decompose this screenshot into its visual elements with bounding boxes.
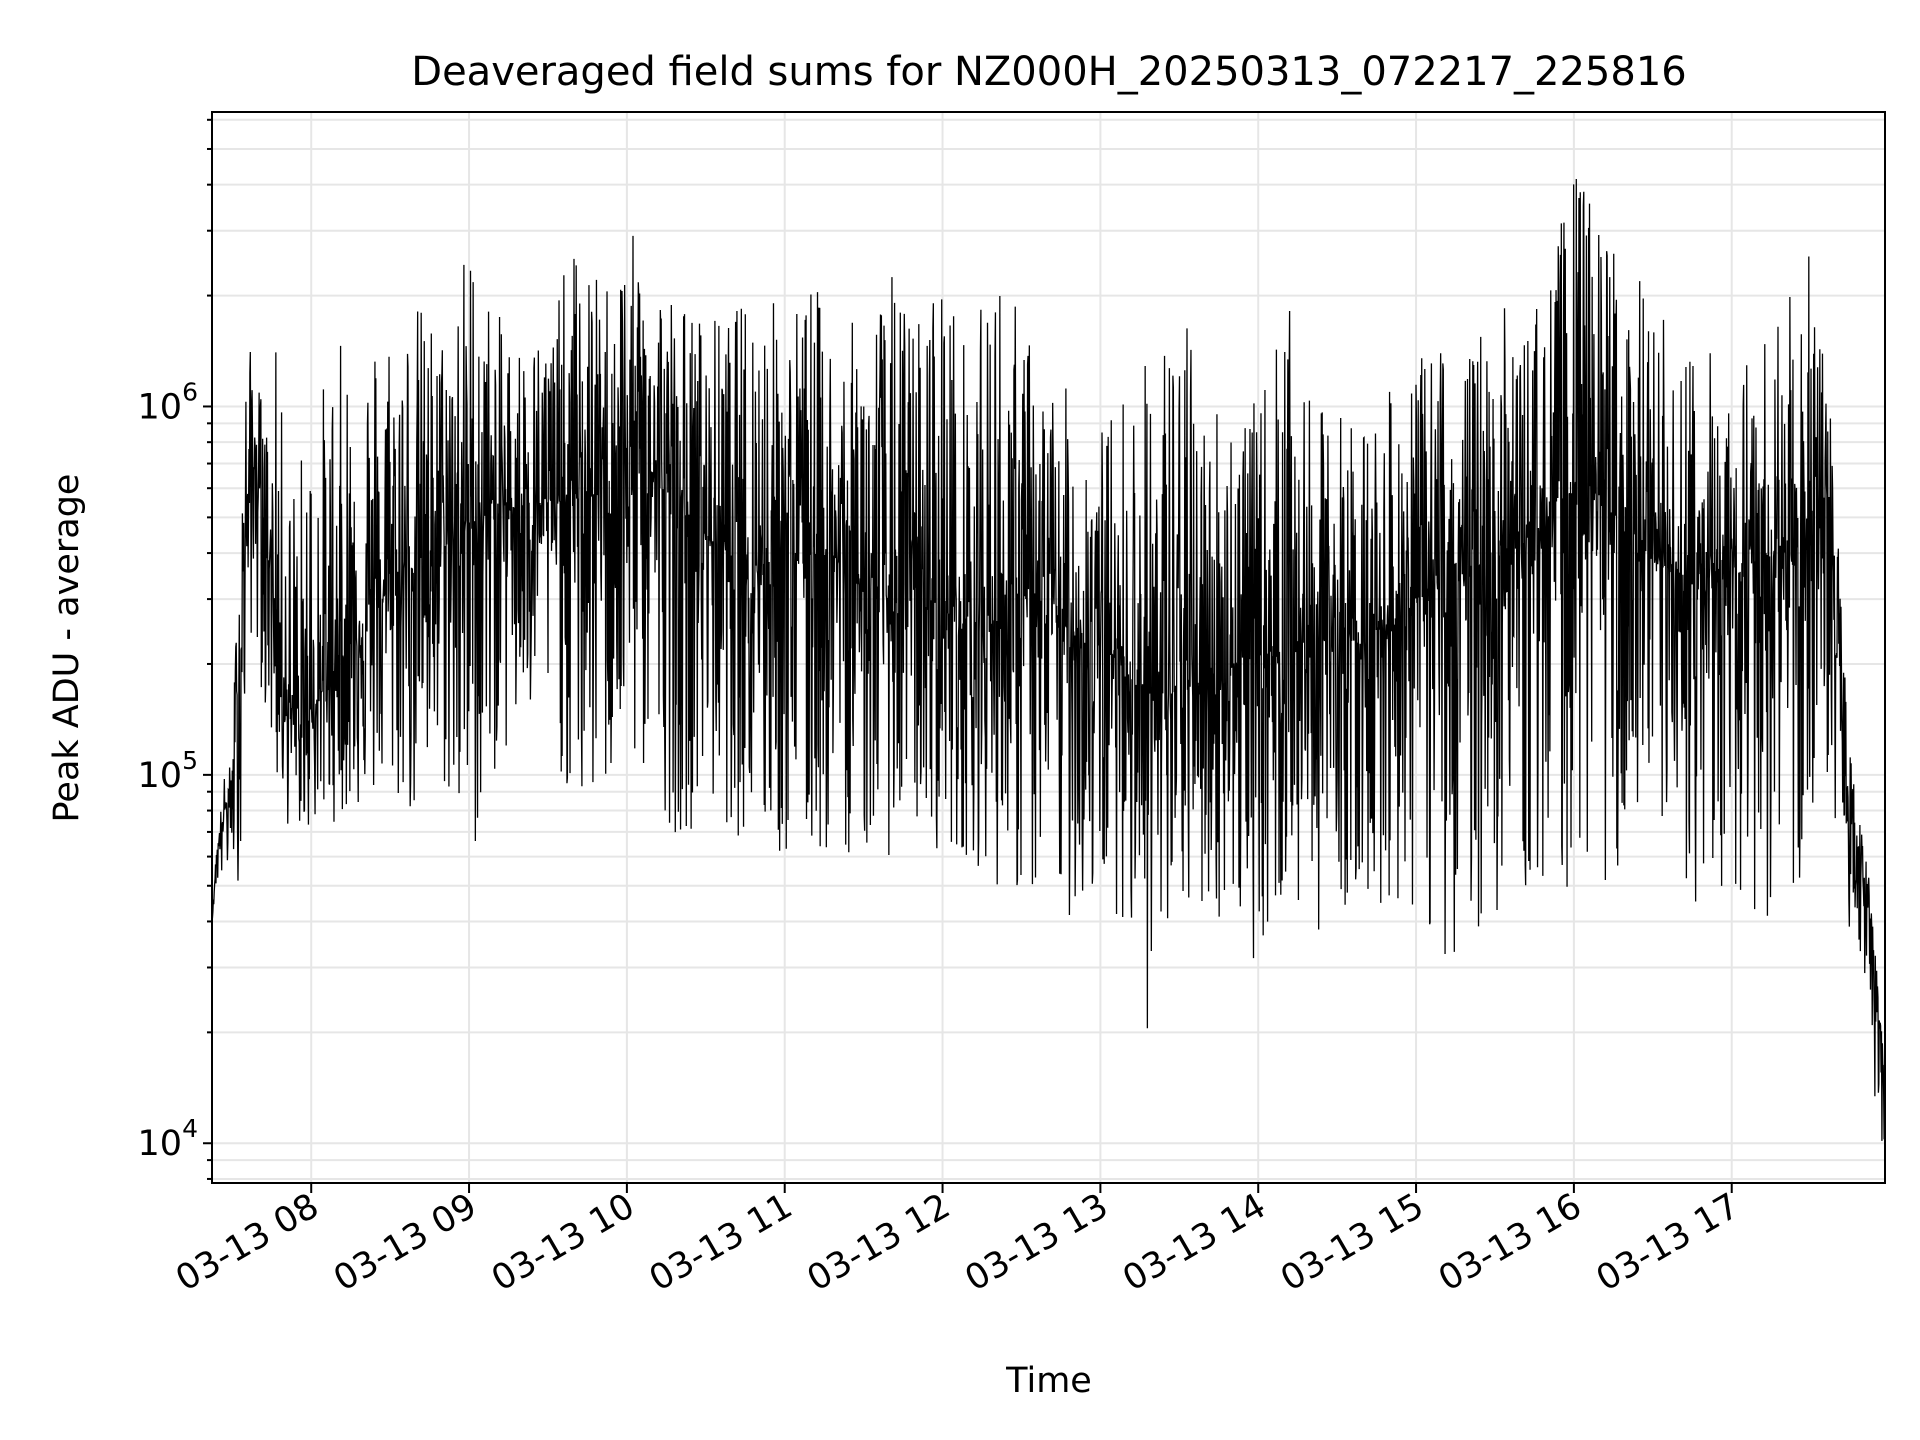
y-axis-label: Peak ADU - average [47,474,87,823]
y-tick-label-exponent: 5 [182,746,198,775]
plot-area-frame [211,111,1886,1184]
y-tick-label: 10 [137,1124,182,1164]
y-tick-label-exponent: 6 [182,377,198,406]
y-tick-label: 10 [137,387,182,427]
y-tick-label: 10 [137,756,182,796]
x-axis-label: Time [1005,1361,1092,1401]
chart-title: Deaveraged field sums for NZ000H_2025031… [411,49,1686,95]
y-tick-label-exponent: 4 [182,1114,198,1143]
series-layer [212,179,1885,1141]
series-line [212,179,1885,1141]
